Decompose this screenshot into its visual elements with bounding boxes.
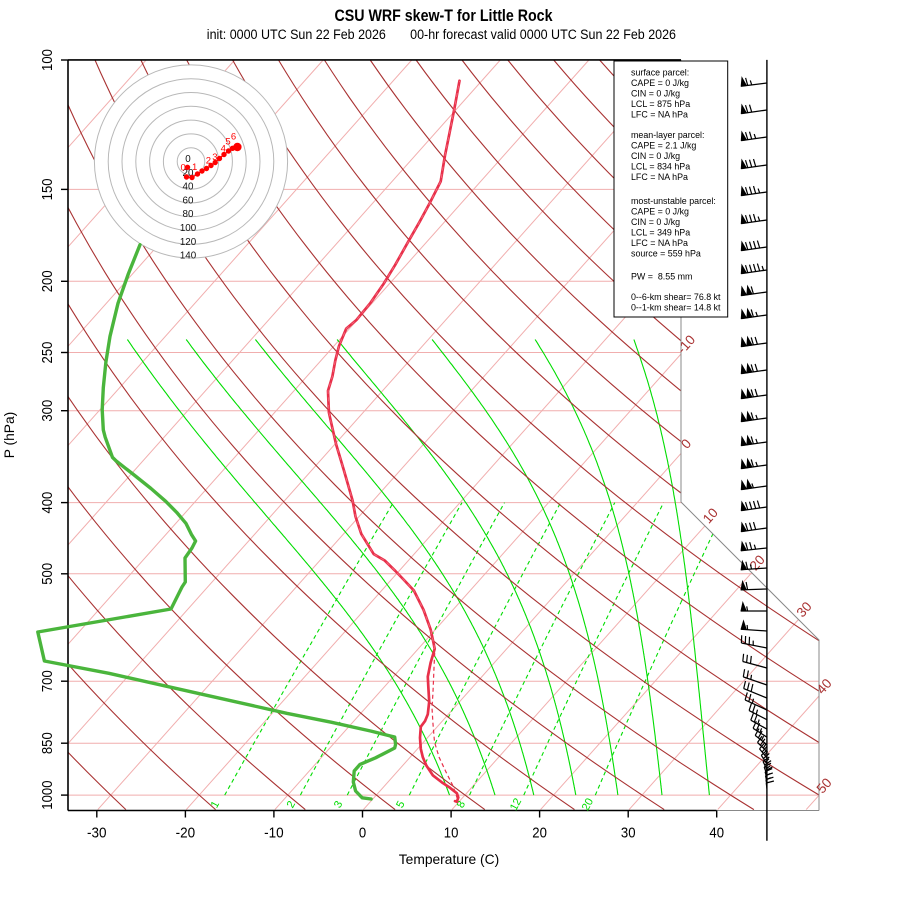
svg-text:700: 700	[40, 670, 56, 692]
svg-text:CAPE = 2.1 J/kg: CAPE = 2.1 J/kg	[631, 141, 696, 151]
svg-text:60: 60	[183, 195, 194, 206]
svg-text:CIN = 0 J/kg: CIN = 0 J/kg	[631, 151, 680, 161]
svg-text:500: 500	[40, 563, 56, 585]
svg-text:250: 250	[40, 342, 56, 364]
svg-text:40: 40	[814, 676, 835, 697]
svg-text:PW = 8.55 mm: PW = 8.55 mm	[631, 271, 692, 281]
svg-text:Temperature (C): Temperature (C)	[399, 852, 499, 867]
svg-text:40: 40	[709, 826, 724, 842]
svg-text:-10: -10	[264, 826, 284, 842]
svg-text:-20: -20	[176, 826, 196, 842]
svg-text:CIN = 0 J/kg: CIN = 0 J/kg	[631, 217, 680, 227]
svg-text:1000: 1000	[40, 781, 56, 810]
svg-text:0: 0	[359, 826, 366, 842]
svg-text:LCL = 875 hPa: LCL = 875 hPa	[631, 99, 690, 109]
svg-text:0: 0	[185, 154, 191, 165]
svg-text:surface parcel:: surface parcel:	[631, 68, 689, 78]
svg-text:init: 0000 UTC Sun 22 Feb 2026: init: 0000 UTC Sun 22 Feb 2026 00-hr for…	[207, 27, 676, 43]
svg-text:LFC = NA hPa: LFC = NA hPa	[631, 238, 688, 248]
svg-text:CAPE = 0 J/kg: CAPE = 0 J/kg	[631, 207, 689, 217]
svg-text:6: 6	[231, 132, 236, 143]
svg-text:2: 2	[206, 155, 211, 166]
svg-text:12: 12	[508, 796, 524, 812]
svg-text:100: 100	[180, 223, 197, 234]
svg-text:CAPE = 0 J/kg: CAPE = 0 J/kg	[631, 78, 689, 88]
svg-text:LCL = 349 hPa: LCL = 349 hPa	[631, 227, 690, 237]
svg-text:8: 8	[455, 799, 468, 810]
svg-text:10: 10	[700, 505, 721, 526]
svg-text:150: 150	[40, 178, 56, 200]
svg-text:3: 3	[212, 152, 217, 163]
svg-text:20: 20	[183, 168, 194, 179]
svg-text:1: 1	[209, 799, 222, 810]
svg-text:most-unstable parcel:: most-unstable parcel:	[631, 196, 716, 206]
svg-text:0--6-km shear= 76.8 kt: 0--6-km shear= 76.8 kt	[631, 292, 721, 302]
svg-text:5: 5	[394, 799, 407, 810]
svg-text:300: 300	[40, 400, 56, 422]
svg-text:LCL = 834 hPa: LCL = 834 hPa	[631, 162, 690, 172]
svg-text:80: 80	[183, 209, 194, 220]
svg-text:100: 100	[40, 49, 56, 71]
svg-text:10: 10	[444, 826, 459, 842]
svg-text:20: 20	[580, 796, 596, 812]
svg-text:50: 50	[814, 775, 835, 796]
svg-text:30: 30	[621, 826, 636, 842]
svg-text:5: 5	[225, 137, 230, 148]
svg-text:P (hPa): P (hPa)	[2, 412, 17, 459]
svg-text:30: 30	[794, 599, 815, 620]
svg-text:20: 20	[532, 826, 547, 842]
svg-text:3: 3	[332, 799, 345, 810]
svg-text:CIN = 0 J/kg: CIN = 0 J/kg	[631, 88, 680, 98]
svg-text:0: 0	[181, 163, 186, 174]
svg-text:mean-layer parcel:: mean-layer parcel:	[631, 130, 705, 140]
svg-text:40: 40	[183, 182, 194, 193]
svg-text:source = 559 hPa: source = 559 hPa	[631, 248, 701, 258]
svg-text:400: 400	[40, 492, 56, 514]
svg-text:4: 4	[221, 144, 226, 155]
svg-text:-30: -30	[87, 826, 107, 842]
svg-text:2: 2	[285, 799, 298, 810]
svg-text:200: 200	[40, 270, 56, 292]
svg-text:LFC = NA hPa: LFC = NA hPa	[631, 172, 688, 182]
svg-text:850: 850	[40, 732, 56, 754]
svg-text:120: 120	[180, 237, 197, 248]
svg-text:LFC = NA hPa: LFC = NA hPa	[631, 109, 688, 119]
svg-text:1: 1	[192, 162, 197, 173]
svg-text:CSU WRF skew-T for Little Rock: CSU WRF skew-T for Little Rock	[335, 7, 554, 25]
svg-text:140: 140	[180, 251, 197, 262]
svg-text:0--1-km shear= 14.8 kt: 0--1-km shear= 14.8 kt	[631, 303, 721, 313]
